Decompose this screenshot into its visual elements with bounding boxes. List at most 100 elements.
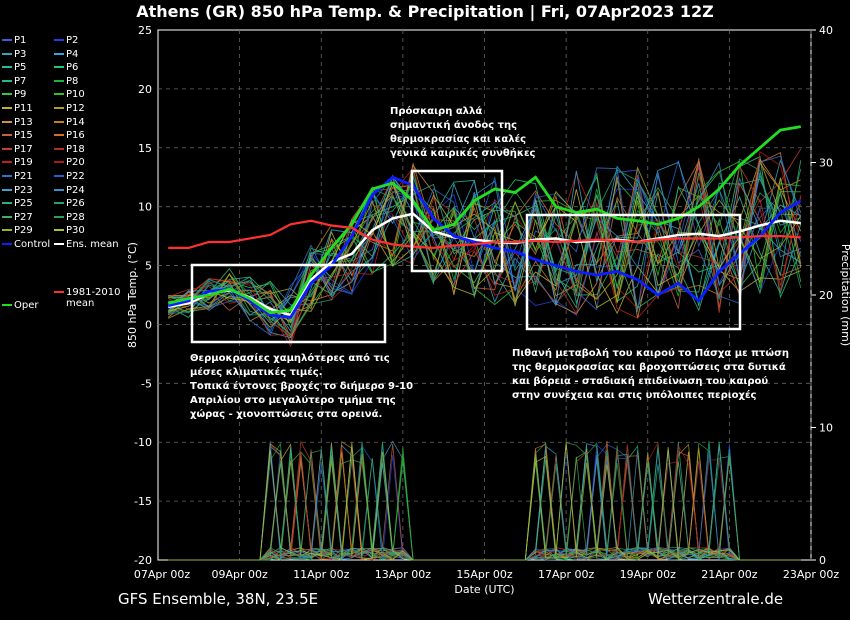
legend-item: P8	[54, 76, 78, 87]
x-tick-label: 23Apr 00z	[783, 568, 840, 581]
legend-swatch	[2, 243, 12, 245]
legend-item: P27	[2, 212, 33, 223]
legend-item: P11	[2, 103, 33, 114]
legend-item: P19	[2, 157, 33, 168]
legend-item: P10	[54, 89, 85, 100]
footer-site: Wetterzentrale.de	[648, 590, 784, 608]
legend-item: P2	[54, 35, 78, 46]
legend-swatch	[54, 93, 64, 96]
legend-label: P2	[66, 35, 79, 46]
legend-item: P4	[54, 49, 78, 60]
highlight-box-change	[525, 213, 742, 331]
legend-label: P7	[14, 75, 27, 87]
legend-label: P27	[14, 211, 33, 223]
x-tick-label: 21Apr 00z	[701, 568, 758, 581]
legend-swatch	[2, 161, 12, 164]
legend-item: P24	[54, 185, 85, 196]
legend-swatch	[54, 161, 64, 164]
legend-label: P1	[14, 35, 27, 46]
member-line	[167, 148, 802, 321]
legend-item: P15	[2, 130, 33, 141]
y2-tick-label: 30	[819, 157, 833, 170]
y2-tick-label: 40	[819, 24, 833, 37]
legend-item: P12	[54, 103, 85, 114]
series-line-oper	[167, 125, 802, 315]
legend-item: P22	[54, 171, 85, 182]
series-line-ens-mean	[167, 212, 801, 317]
legend-swatch	[2, 215, 12, 218]
y-tick-label: 5	[145, 260, 152, 273]
legend-label: Ens. mean	[66, 239, 119, 250]
legend-label: P20	[66, 157, 85, 169]
legend-item: P6	[54, 62, 78, 73]
legend-item: P29	[2, 225, 33, 236]
legend-item: P23	[2, 185, 33, 196]
legend-swatch	[54, 215, 64, 218]
member-line	[168, 160, 801, 321]
legend-item: P20	[54, 157, 85, 168]
legend-swatch	[54, 120, 64, 123]
annotation-cold: Θερμοκρασίες χαμηλότερες από τις μέσες κ…	[190, 353, 414, 420]
highlight-box-warm	[410, 169, 504, 273]
legend-label: P17	[14, 143, 33, 155]
y-tick-label: -5	[141, 377, 152, 390]
legend-swatch	[54, 175, 64, 177]
legend-swatch	[54, 134, 64, 137]
legend-item: P3	[2, 49, 26, 60]
legend-swatch	[2, 175, 12, 177]
legend-label: P15	[14, 130, 33, 142]
x-tick-label: 07Apr 00z	[134, 568, 191, 581]
legend-item: P17	[2, 144, 33, 155]
y-tick-label: 25	[138, 24, 152, 37]
x-tick-label: 13Apr 00z	[375, 568, 432, 581]
legend-label: P29	[14, 225, 33, 237]
legend-swatch	[54, 66, 64, 69]
legend-swatch	[54, 52, 64, 55]
legend-swatch	[54, 147, 64, 150]
y-tick-label: -15	[134, 495, 152, 508]
legend-item: P9	[2, 89, 26, 100]
x-tick-label: 17Apr 00z	[538, 568, 595, 581]
legend-item: 1981-2010 mean	[54, 287, 121, 309]
legend-label: P11	[14, 103, 33, 114]
member-line	[168, 155, 802, 336]
y-tick-label: 0	[145, 318, 152, 331]
legend-swatch	[54, 202, 64, 205]
legend-swatch	[2, 147, 12, 150]
legend-label: P23	[14, 184, 33, 196]
legend-item: P7	[2, 76, 26, 87]
x-tick-label: 19Apr 00z	[620, 568, 677, 581]
legend-item: P25	[2, 198, 33, 209]
legend-swatch	[2, 229, 12, 232]
legend-swatch	[54, 243, 64, 245]
legend-label: Oper	[14, 300, 39, 311]
x-axis-label: Date (UTC)	[454, 583, 514, 596]
annotation-change: Πιθανή μεταβολή του καιρού το Πάσχα με π…	[512, 348, 790, 401]
y-tick-label: -20	[134, 554, 152, 567]
legend-label: Control	[14, 239, 51, 250]
legend-item: P13	[2, 117, 33, 128]
y-tick-label: 20	[138, 83, 152, 96]
y2-tick-label: 20	[819, 289, 833, 302]
member-line	[168, 196, 802, 336]
legend-label: P19	[14, 157, 33, 169]
legend-label: P12	[66, 103, 85, 114]
legend-swatch	[54, 188, 64, 191]
legend-label: P22	[66, 171, 85, 182]
highlight-box-cold	[190, 263, 387, 344]
x-tick-label: 15Apr 00z	[456, 568, 513, 581]
legend-label: P9	[14, 89, 27, 101]
legend-swatch	[2, 120, 12, 123]
legend-swatch	[2, 188, 12, 191]
legend-swatch	[2, 39, 12, 41]
legend-label: P30	[66, 225, 85, 237]
legend-swatch	[2, 52, 12, 55]
y2-tick-label: 10	[819, 422, 833, 435]
legend-swatch	[54, 39, 64, 41]
legend-label: P4	[66, 48, 79, 60]
legend-label: P21	[14, 171, 33, 182]
legend-swatch	[2, 202, 12, 205]
x-tick-label: 11Apr 00z	[293, 568, 350, 581]
legend-item: P26	[54, 198, 85, 209]
